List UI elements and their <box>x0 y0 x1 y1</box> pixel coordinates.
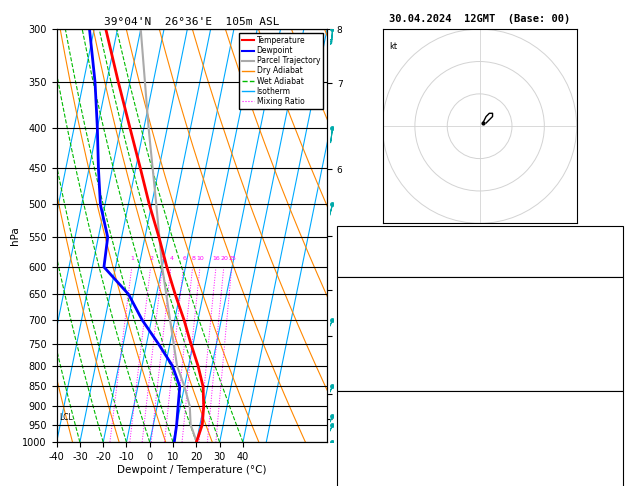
Text: Most Unstable: Most Unstable <box>445 396 515 405</box>
Text: -10: -10 <box>603 229 620 238</box>
Text: PW (cm): PW (cm) <box>340 261 377 270</box>
Text: 0: 0 <box>614 357 620 366</box>
Text: Temp (°C): Temp (°C) <box>340 293 388 302</box>
Text: CIN (J): CIN (J) <box>340 470 377 480</box>
Text: 20.2: 20.2 <box>598 293 620 302</box>
Text: 2: 2 <box>149 256 153 261</box>
Text: CAPE (J): CAPE (J) <box>340 357 382 366</box>
Text: CIN (J): CIN (J) <box>340 373 377 382</box>
Text: 1: 1 <box>131 256 135 261</box>
Text: 20: 20 <box>220 256 228 261</box>
Text: 1002: 1002 <box>598 406 620 416</box>
Text: Lifted Index: Lifted Index <box>340 341 404 350</box>
Text: 6: 6 <box>182 256 186 261</box>
Text: 4: 4 <box>170 256 174 261</box>
Text: 6: 6 <box>614 438 620 448</box>
Text: Pressure (mb): Pressure (mb) <box>340 406 409 416</box>
Text: Dewp (°C): Dewp (°C) <box>340 309 388 318</box>
Title: 39°04'N  26°36'E  105m ASL: 39°04'N 26°36'E 105m ASL <box>104 17 280 27</box>
Text: 0: 0 <box>614 470 620 480</box>
Y-axis label: hPa: hPa <box>9 226 19 245</box>
Text: θₑ(K): θₑ(K) <box>340 325 367 334</box>
Text: 0: 0 <box>614 373 620 382</box>
Text: 316: 316 <box>603 325 620 334</box>
Text: 0: 0 <box>614 454 620 464</box>
Text: 316: 316 <box>603 422 620 432</box>
Text: Lifted Index: Lifted Index <box>340 438 404 448</box>
Text: 10.5: 10.5 <box>598 309 620 318</box>
Text: Surface: Surface <box>461 282 498 292</box>
Text: 16: 16 <box>213 256 220 261</box>
Text: 6: 6 <box>614 341 620 350</box>
Text: K: K <box>340 229 345 238</box>
Text: LCL: LCL <box>59 413 73 422</box>
Text: 36: 36 <box>609 245 620 254</box>
Text: 30.04.2024  12GMT  (Base: 00): 30.04.2024 12GMT (Base: 00) <box>389 14 571 24</box>
Legend: Temperature, Dewpoint, Parcel Trajectory, Dry Adiabat, Wet Adiabat, Isotherm, Mi: Temperature, Dewpoint, Parcel Trajectory… <box>239 33 323 109</box>
X-axis label: Dewpoint / Temperature (°C): Dewpoint / Temperature (°C) <box>117 465 267 475</box>
Text: θₑ (K): θₑ (K) <box>340 422 372 432</box>
Text: kt: kt <box>389 42 397 51</box>
Text: CAPE (J): CAPE (J) <box>340 454 382 464</box>
Text: © weatheronline.co.uk: © weatheronline.co.uk <box>427 448 532 456</box>
Text: 10: 10 <box>197 256 204 261</box>
Text: 1.21: 1.21 <box>598 261 620 270</box>
Text: 25: 25 <box>228 256 237 261</box>
Text: 8: 8 <box>191 256 195 261</box>
Y-axis label: km
ASL: km ASL <box>354 226 370 245</box>
Text: 3: 3 <box>161 256 165 261</box>
Text: Totals Totals: Totals Totals <box>340 245 409 254</box>
